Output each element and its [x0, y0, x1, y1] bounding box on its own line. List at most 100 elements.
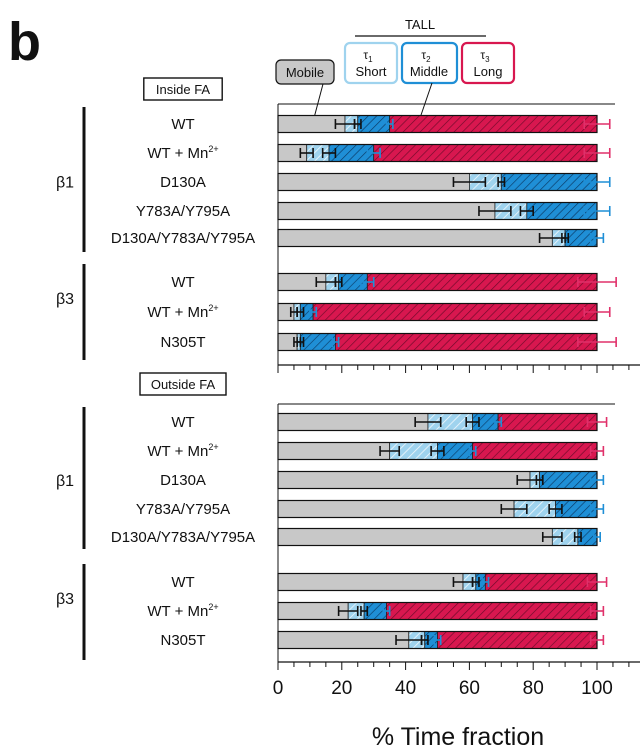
legend-long-tau: τ3 — [480, 48, 490, 64]
bar-row: WT — [171, 114, 611, 134]
panel-outside-fa: Outside FA β1 β3 WT WT + Mn2+ D130A Y783A/Y795… — [56, 372, 640, 670]
bar-row: WT — [171, 412, 608, 432]
bar-segment-long — [389, 115, 598, 133]
legend-middle-tau: τ2 — [421, 48, 431, 64]
row-label: Y783A/Y795A — [136, 501, 230, 518]
panel-title-box — [143, 77, 223, 101]
error-bar-short — [334, 277, 343, 287]
bar-segment-long — [366, 273, 598, 291]
error-bar-middle — [583, 206, 611, 216]
legend-group-label: TALL — [405, 17, 435, 32]
error-bar-middle — [593, 532, 601, 542]
bar-row: D130A — [160, 172, 611, 192]
error-bar-long — [583, 119, 611, 129]
legend-middle-pointer — [419, 82, 433, 119]
bar-segment-mobile — [277, 442, 391, 460]
group-label: β3 — [56, 591, 74, 608]
bar-row: N305T — [160, 630, 605, 650]
error-bar-mobile — [337, 606, 359, 616]
error-bar-short — [471, 577, 480, 587]
row-label: N305T — [160, 334, 205, 351]
legend-short-label: Short — [355, 64, 386, 79]
error-bar-short — [561, 233, 570, 243]
error-bar-middle — [583, 177, 611, 187]
row-label: D130A — [160, 174, 206, 191]
error-bar-short — [353, 119, 362, 129]
legend-middle: τ2 Middle — [400, 41, 459, 119]
legend-mobile: Mobile — [275, 59, 335, 119]
error-bar-middle — [366, 148, 381, 158]
error-bar-short — [535, 475, 544, 485]
bar-segment-mobile — [277, 573, 464, 591]
bar-row: WT + Mn2+ — [147, 441, 605, 461]
group-label: β3 — [56, 291, 74, 308]
x-tick-label: 20 — [331, 678, 352, 699]
error-bar-mobile — [541, 532, 563, 542]
error-bar-middle — [360, 277, 375, 287]
x-tick-labels: 0 20 40 60 80 100 — [273, 678, 613, 699]
bar-segment-mobile — [277, 528, 553, 546]
error-bar-mobile — [299, 148, 314, 158]
legend-mobile-pointer — [313, 83, 324, 119]
bar-segment-long — [312, 303, 598, 321]
x-tick-label: 60 — [459, 678, 480, 699]
bar-row: WT — [171, 272, 617, 292]
error-bar-long — [586, 417, 608, 427]
bar-segment-long — [373, 144, 598, 162]
row-label: WT — [171, 574, 194, 591]
error-bar-middle — [494, 417, 503, 427]
x-axis-label: % Time fraction — [372, 723, 544, 751]
x-tick-label: 80 — [523, 678, 544, 699]
panel-title-box — [139, 372, 227, 396]
bar-segment-mobile — [277, 471, 531, 489]
bar-row: D130A — [160, 470, 605, 490]
error-bar-mobile — [478, 206, 512, 216]
error-bar-short — [519, 206, 535, 216]
bar-row: N305T — [160, 332, 617, 352]
error-bar-middle — [589, 233, 605, 243]
panel-title: Inside FA — [143, 77, 223, 101]
error-bar-long — [589, 635, 605, 645]
error-bar-middle — [481, 577, 490, 587]
error-bar-short — [548, 504, 563, 514]
bar-segment-mobile — [277, 173, 470, 191]
bar-row: WT + Mn2+ — [147, 601, 605, 621]
bar-segment-mobile — [277, 413, 429, 431]
error-bar-long — [583, 307, 611, 317]
legend-short-box — [343, 41, 399, 85]
error-bar-middle — [331, 337, 340, 347]
panel-label: b — [8, 12, 41, 72]
row-label: N305T — [160, 632, 205, 649]
error-bar-long — [589, 606, 605, 616]
bar-segment-middle — [500, 173, 598, 191]
bar-row: WT — [171, 572, 608, 592]
error-bar-mobile — [500, 504, 528, 514]
error-bar-long — [583, 148, 611, 158]
bar-segment-long — [472, 442, 598, 460]
error-bar-short — [465, 417, 480, 427]
row-label: Y783A/Y795A — [136, 203, 230, 220]
row-label: D130A — [160, 472, 206, 489]
group-label: β1 — [56, 473, 74, 490]
panel-title-text: Outside FA — [151, 377, 216, 392]
panel-inside-fa: Inside FA β1 β3 WT WT + Mn2+ D130A Y783A/Y795A… — [56, 77, 640, 373]
error-bar-short — [497, 177, 506, 187]
error-bar-middle — [589, 475, 605, 485]
x-tick-label: 0 — [273, 678, 284, 699]
x-tick-label: 40 — [395, 678, 416, 699]
bar-segment-long — [386, 602, 598, 620]
bar-segment-middle — [299, 333, 336, 351]
error-bar-middle — [385, 119, 394, 129]
error-bar-short — [296, 337, 305, 347]
bar-segment-long — [484, 573, 598, 591]
legend-mobile-label: Mobile — [286, 65, 324, 80]
error-bar-short — [360, 606, 369, 616]
error-bar-middle — [589, 504, 605, 514]
row-label: WT + Mn2+ — [147, 602, 218, 620]
error-bar-short — [420, 635, 429, 645]
x-axis — [277, 661, 640, 670]
panel-title: Outside FA — [139, 372, 227, 396]
error-bar-long — [577, 277, 617, 287]
chart-panels: Inside FA β1 β3 WT WT + Mn2+ D130A Y783A/Y795A… — [56, 77, 640, 699]
legend-long: τ3 Long — [460, 41, 516, 85]
